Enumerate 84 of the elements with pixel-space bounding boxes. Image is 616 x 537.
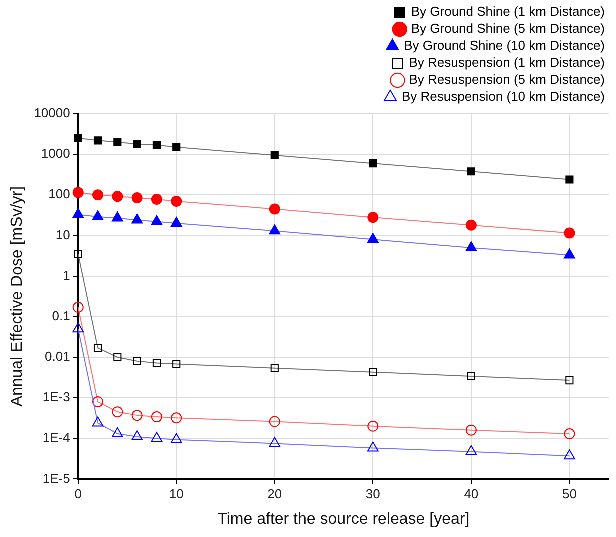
point	[367, 233, 379, 244]
y-tick-label: 1E-3	[42, 390, 70, 405]
point	[566, 376, 574, 385]
point	[72, 322, 84, 333]
point	[132, 430, 144, 440]
y-tick-label: 0.1	[52, 308, 70, 324]
point	[368, 420, 379, 432]
point	[566, 176, 574, 184]
legend-label: By Resuspension (5 km Distance)	[409, 72, 606, 88]
point	[269, 437, 281, 448]
y-tick-label: 0.01	[45, 349, 70, 364]
legend-label: By Ground Shine (5 km Distance)	[411, 21, 606, 36]
point	[466, 424, 477, 436]
x-tick-label: 40	[464, 486, 479, 502]
y-tick-label: 10000	[34, 106, 70, 121]
point	[112, 212, 124, 222]
point	[114, 138, 122, 146]
point	[170, 433, 182, 444]
point	[368, 212, 379, 224]
point	[369, 368, 378, 376]
y-tick-label: 100	[48, 186, 70, 202]
point	[270, 364, 279, 372]
point	[92, 396, 104, 408]
point	[270, 151, 279, 160]
point	[112, 428, 124, 438]
x-tick-label: 50	[562, 486, 577, 502]
point	[151, 432, 163, 442]
point	[114, 353, 122, 362]
point	[94, 136, 102, 145]
point	[466, 241, 478, 252]
point	[92, 416, 104, 427]
point	[152, 359, 161, 368]
point	[74, 134, 82, 142]
point	[269, 224, 281, 235]
legend-label: By Ground Shine (10 km Distance)	[404, 38, 606, 54]
y-tick-label: 10	[56, 227, 70, 242]
point	[466, 220, 477, 231]
y-tick-label: 1	[63, 268, 70, 283]
point	[132, 214, 144, 224]
x-axis-title: Time after the source release [year]	[218, 510, 470, 528]
point	[132, 192, 143, 204]
point	[466, 445, 478, 456]
point	[564, 428, 576, 440]
legend-label: By Resuspension (10 km Distance)	[402, 89, 605, 104]
point	[112, 406, 124, 418]
point	[467, 372, 476, 381]
point	[112, 191, 124, 202]
legend-label: By Resuspension (1 km Distance)	[409, 55, 606, 70]
point	[72, 302, 84, 314]
point	[152, 141, 161, 150]
y-axis-title: Annual Effective Dose [mSv/yr]	[9, 186, 26, 407]
point	[564, 228, 576, 239]
y-tick-label: 1E-5	[42, 470, 70, 486]
point	[369, 160, 378, 168]
point	[564, 450, 576, 460]
x-tick-label: 20	[268, 486, 282, 502]
point	[74, 250, 82, 258]
point	[170, 217, 182, 228]
point	[171, 196, 182, 207]
point	[151, 412, 162, 423]
point	[172, 360, 181, 368]
point	[367, 442, 379, 452]
point	[72, 208, 84, 218]
legend-label: By Ground Shine (1 km Distance)	[411, 4, 606, 20]
x-tick-label: 0	[74, 486, 82, 502]
x-tick-label: 10	[169, 486, 184, 502]
x-tick-label: 30	[366, 486, 380, 502]
point	[92, 190, 104, 201]
point	[171, 412, 182, 424]
y-tick-label: 1000	[41, 146, 70, 162]
point	[564, 248, 576, 259]
point	[467, 168, 476, 176]
point	[72, 187, 84, 198]
point	[94, 344, 102, 352]
point	[151, 194, 162, 206]
point	[151, 215, 163, 226]
point	[132, 410, 143, 422]
point	[92, 210, 104, 220]
point	[269, 204, 280, 215]
point	[133, 357, 142, 366]
point	[269, 416, 280, 428]
y-tick-label: 1E-4	[42, 430, 70, 446]
point	[172, 143, 181, 152]
point	[133, 140, 142, 148]
